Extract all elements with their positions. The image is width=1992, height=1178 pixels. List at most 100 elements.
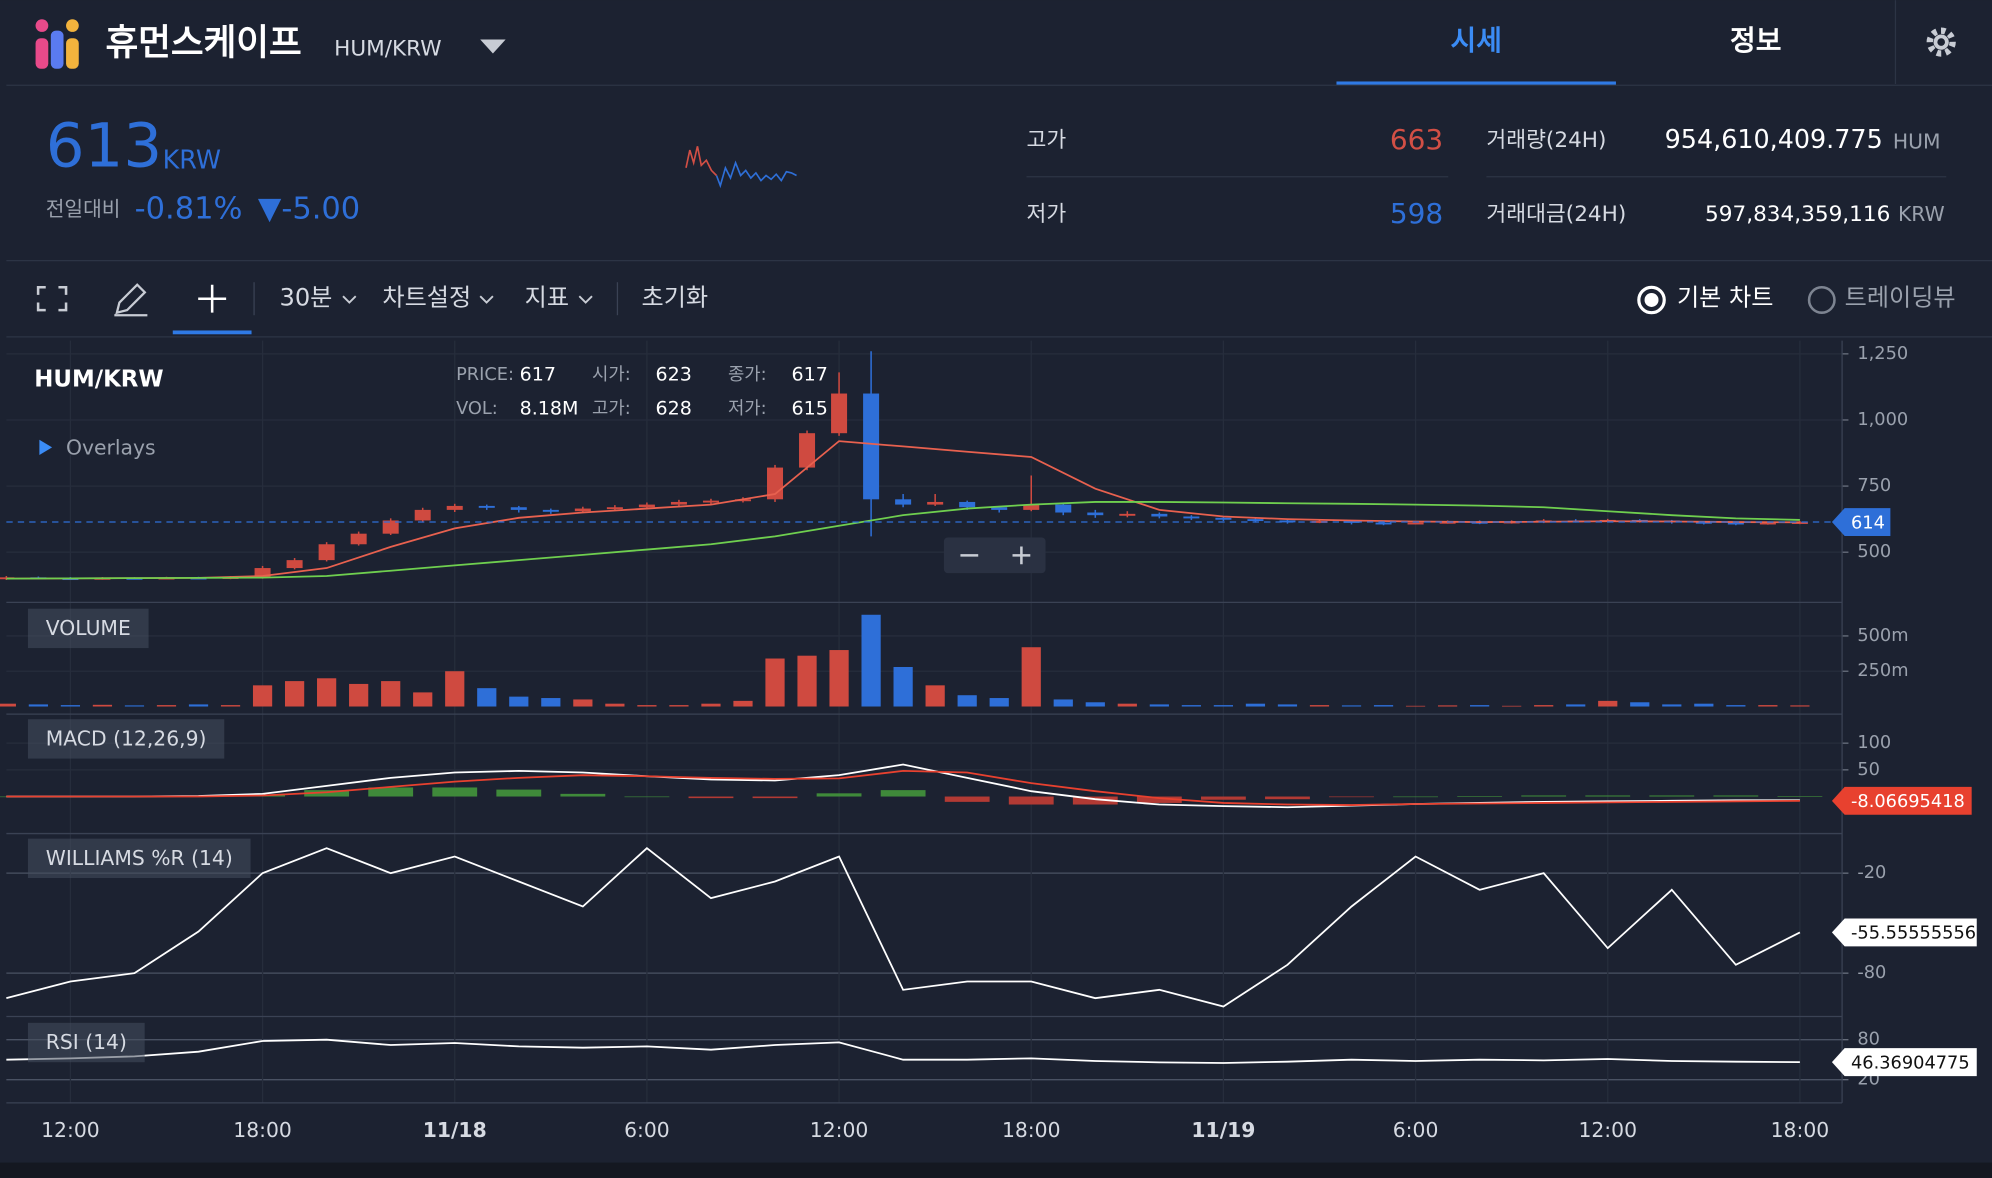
candle-body <box>863 393 880 500</box>
pane-title-box <box>27 838 251 879</box>
volume-bar <box>1694 703 1714 707</box>
volume-bar <box>1662 704 1682 707</box>
candle-body <box>286 560 303 569</box>
macd-histogram <box>304 790 350 797</box>
pair: HUM/KRW <box>334 37 442 62</box>
tab[interactable]: 정보 <box>1730 24 1781 57</box>
chart-settings[interactable]: 차트설정 <box>382 284 471 312</box>
pane-title: VOLUME <box>46 616 131 640</box>
volume-bar <box>1437 705 1458 707</box>
change-rate: -0.81% <box>135 191 243 226</box>
macd-histogram <box>432 787 478 797</box>
overlay: PRICE: 617 시가: 623 종가: 617 VOL: 8.18M 고가: 628 저가: 6… <box>27 343 1977 1142</box>
legend-value: 628 <box>656 398 692 420</box>
candle-body <box>1311 520 1328 523</box>
candle-body <box>1023 504 1040 510</box>
volume-bar <box>1566 704 1586 707</box>
volume-bar <box>701 703 721 707</box>
draw-icon[interactable] <box>114 283 148 317</box>
y-tick-label: -20 <box>1857 862 1886 883</box>
pane-title-box <box>27 719 225 759</box>
value-unit: KRW <box>1898 202 1945 226</box>
radio-checked[interactable] <box>1637 285 1666 315</box>
radio-dot <box>1644 292 1659 307</box>
x-tick-label: 12:00 <box>810 1118 869 1142</box>
macd-histogram <box>880 790 926 797</box>
macd-histogram <box>1649 795 1695 797</box>
pane-title: RSI (14) <box>46 1030 127 1054</box>
volume-bar <box>220 705 241 707</box>
candle-body <box>382 520 399 534</box>
tab-active[interactable]: 시세 <box>1451 24 1502 57</box>
mode[interactable]: 기본 차트 <box>1677 284 1773 312</box>
candle-body <box>510 507 527 510</box>
volume-bar <box>669 705 689 707</box>
volume-bar <box>797 655 817 707</box>
value-label: 거래대금(24H) <box>1486 202 1626 227</box>
candle-body <box>1343 520 1360 523</box>
legend-label: 종가: <box>728 364 767 385</box>
legend-value: 617 <box>791 363 827 385</box>
volume-bar <box>1758 705 1778 707</box>
volume-bar <box>1341 705 1362 707</box>
volume-bar <box>893 666 913 707</box>
interval[interactable]: 30분 <box>279 284 332 312</box>
chevron <box>342 295 357 304</box>
overlays[interactable]: Overlays <box>66 436 156 460</box>
y-tick-label: 100 <box>1857 732 1891 753</box>
volume-bar <box>1373 705 1394 707</box>
volume-bar <box>92 704 113 707</box>
volume-bar <box>509 696 529 707</box>
y-tick-label: 750 <box>1857 475 1891 496</box>
volume-bar <box>829 650 849 707</box>
volume-bar <box>637 705 657 707</box>
legend-label: VOL: <box>456 398 498 419</box>
zoom-control[interactable] <box>943 537 1046 574</box>
candle-body <box>959 501 976 508</box>
expand-icon[interactable] <box>39 439 53 455</box>
trade-value: 597,834,359,116 <box>1705 202 1890 227</box>
candle-body <box>254 568 271 578</box>
chevron <box>578 295 593 304</box>
volume-bar <box>381 681 401 707</box>
pane-title-box <box>27 1022 145 1063</box>
mode[interactable]: 트레이딩뷰 <box>1845 284 1956 312</box>
settings-icon[interactable] <box>1926 27 1956 57</box>
volume-bar <box>1309 705 1330 707</box>
crosshair-icon[interactable] <box>198 284 227 313</box>
y-tick-label: 500 <box>1857 541 1891 562</box>
candle-body <box>1247 519 1264 522</box>
radio[interactable] <box>1807 286 1836 314</box>
legend-value: 8.18M <box>520 398 579 420</box>
volume-bar <box>477 688 497 707</box>
x-tick-label: 6:00 <box>624 1118 670 1142</box>
legend-label: PRICE: <box>456 364 514 385</box>
value-tag-text: -55.55555556 <box>1851 923 1976 944</box>
pane-separators <box>6 340 1843 1104</box>
candle-body <box>1407 522 1424 525</box>
volume-bar <box>733 700 753 707</box>
value-tag-text: 614 <box>1851 512 1885 533</box>
volume-bar <box>1630 702 1650 707</box>
reset[interactable]: 초기화 <box>642 284 709 312</box>
candle-body <box>1375 522 1392 525</box>
candle-body <box>1759 522 1776 525</box>
macd-histogram <box>1008 796 1054 805</box>
candle-body <box>638 504 655 508</box>
candle-body <box>414 509 431 521</box>
indicators[interactable]: 지표 <box>525 284 569 312</box>
candle-body <box>1119 513 1136 516</box>
x-tick-label: 12:00 <box>41 1118 100 1142</box>
volume-bar <box>1149 704 1169 707</box>
fullscreen-icon[interactable] <box>36 286 68 312</box>
macd-histogram <box>1200 796 1246 800</box>
x-tick-label: 18:00 <box>1771 1118 1830 1142</box>
candle-body <box>1055 504 1072 513</box>
y-tick-label: 80 <box>1857 1029 1880 1050</box>
macd-histogram <box>496 789 542 797</box>
volume-bar <box>284 681 305 707</box>
volume-bar <box>1790 705 1810 707</box>
macd-histogram <box>368 787 414 797</box>
dropdown[interactable] <box>480 39 506 54</box>
macd-histogram <box>1136 796 1182 803</box>
